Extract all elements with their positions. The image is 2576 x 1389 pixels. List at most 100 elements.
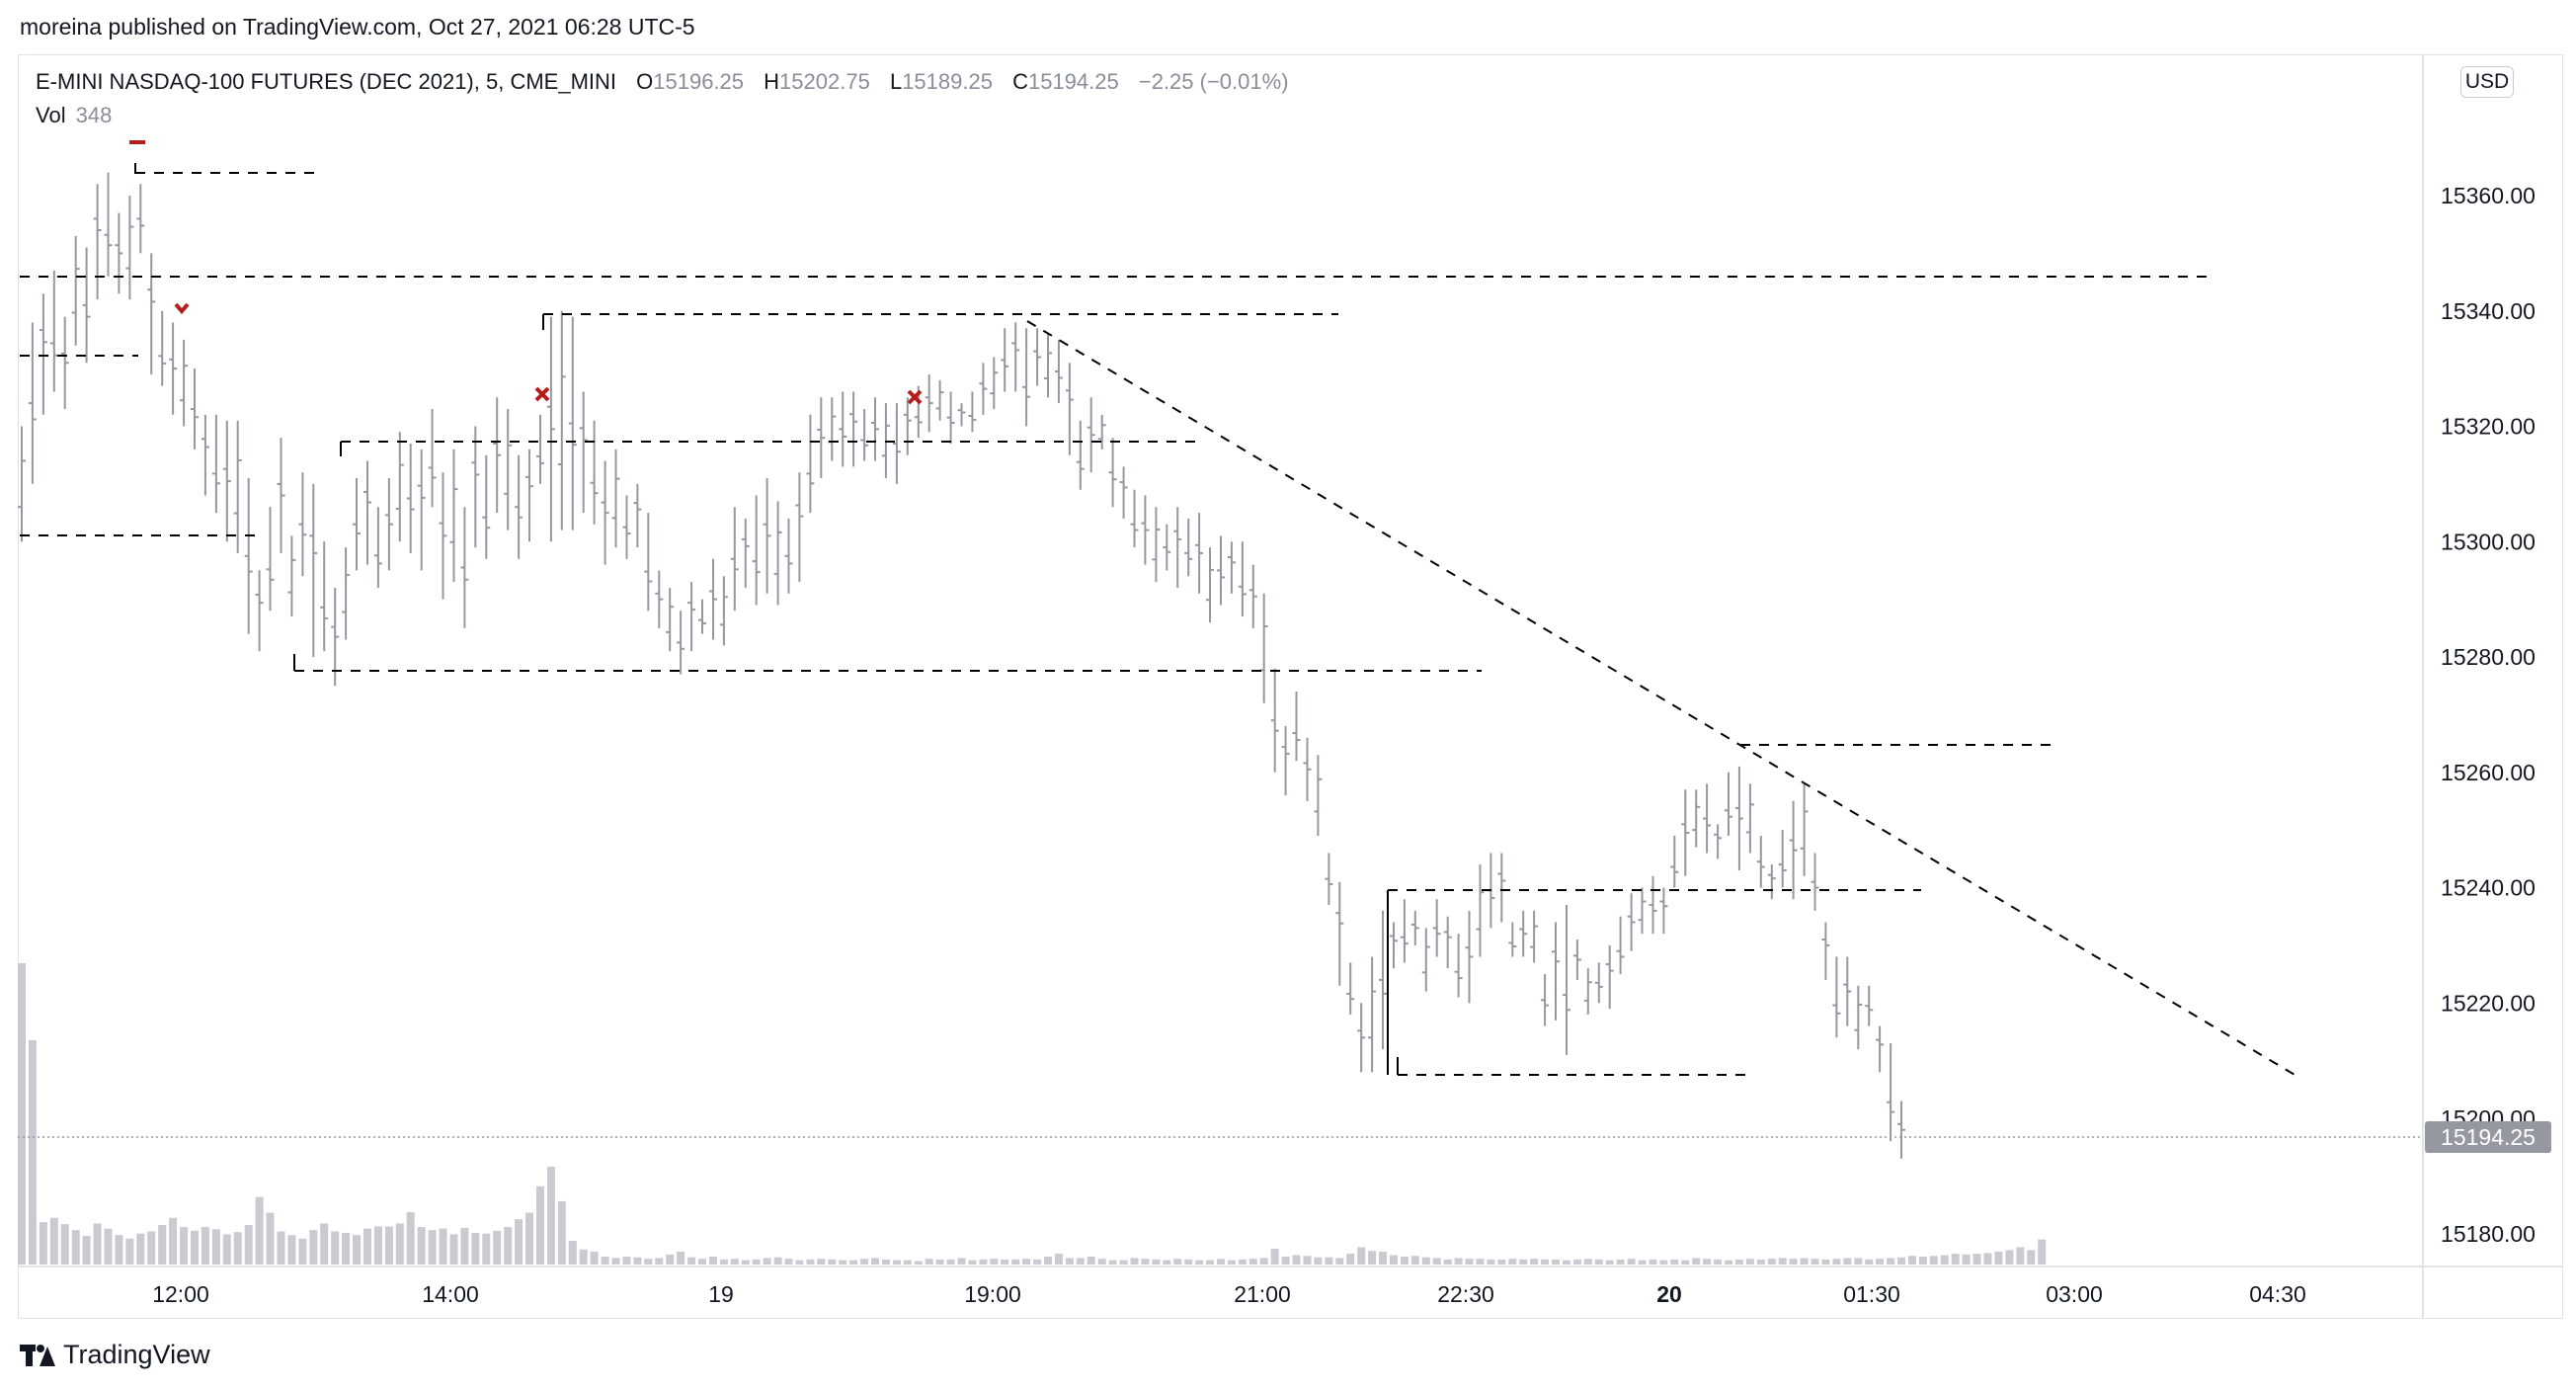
ohlc-bar — [763, 478, 771, 594]
ohlc-bar — [1033, 328, 1042, 386]
ohlc-bar — [28, 322, 37, 484]
ohlc-bar — [406, 444, 415, 553]
ohlc-bar — [460, 507, 469, 628]
ohlc-bars — [18, 172, 1905, 1159]
ohlc-bar — [1734, 766, 1743, 870]
volume-bar — [1962, 1254, 1971, 1265]
volume-bar — [1217, 1259, 1225, 1265]
marker-x — [534, 386, 550, 402]
volume-bar — [222, 1234, 231, 1265]
volume-bar — [1400, 1257, 1409, 1265]
volume-bar — [611, 1258, 620, 1265]
ohlc-bar — [39, 293, 47, 415]
volume-bar — [1163, 1260, 1171, 1265]
ohlc-bar — [1065, 363, 1074, 455]
ohlc-bar — [579, 391, 588, 514]
volume-bar — [1487, 1259, 1495, 1265]
volume-bar — [1887, 1258, 1895, 1265]
volume-label: Vol — [36, 103, 66, 127]
volume-bar — [28, 1039, 37, 1265]
volume-bar — [298, 1238, 307, 1265]
ohlc-bar — [1745, 783, 1754, 854]
volume-bar — [1443, 1259, 1452, 1265]
time-tick-label: 21:00 — [1234, 1281, 1291, 1307]
volume-bar — [82, 1235, 91, 1265]
ohlc-bar — [287, 535, 296, 617]
currency-button[interactable]: USD — [2460, 66, 2514, 98]
volume-bar — [677, 1251, 685, 1265]
ohlc-bar — [536, 414, 544, 484]
ohlc-bar — [277, 438, 285, 553]
volume-bar — [1206, 1260, 1214, 1265]
ohlc-bar — [1476, 864, 1485, 957]
volume-bar — [1248, 1259, 1257, 1265]
ohlc-bar — [1670, 836, 1679, 888]
time-tick-label: 20 — [1656, 1281, 1682, 1307]
ohlc-bar — [666, 588, 675, 652]
ohlc-bar — [353, 478, 361, 571]
volume-bar — [71, 1230, 80, 1265]
volume-bar — [191, 1230, 199, 1265]
ohlc-bar — [1108, 438, 1117, 508]
volume-bar — [417, 1227, 426, 1265]
ohlc-bar — [1163, 524, 1171, 571]
volume-bar — [763, 1258, 771, 1265]
ohlc-bar — [1572, 940, 1581, 980]
volume-bar — [1390, 1255, 1398, 1265]
volume-bar — [1421, 1257, 1430, 1265]
volume-bar — [460, 1227, 469, 1265]
ohlc-bar — [493, 397, 502, 514]
ohlc-bar — [342, 547, 351, 640]
volume-bar — [655, 1258, 664, 1265]
ohlc-bar — [892, 403, 901, 484]
volume-bar — [287, 1235, 296, 1265]
volume-bar — [828, 1259, 837, 1265]
ohlc-bar — [1681, 789, 1690, 876]
ohlc-bar — [1184, 518, 1193, 577]
ohlc-bar — [1076, 420, 1085, 490]
volume-bar — [1368, 1251, 1377, 1265]
price-tick-label: 15280.00 — [2441, 644, 2536, 670]
volume-bar — [1227, 1260, 1236, 1265]
volume-bar — [1832, 1259, 1841, 1265]
ohlc-bar — [1217, 535, 1225, 606]
time-tick-label: 14:00 — [422, 1281, 479, 1307]
ohlc-bar — [611, 449, 620, 548]
ohlc-bar — [1097, 414, 1106, 449]
ohlc-bar — [655, 570, 664, 628]
marker-x — [907, 389, 923, 405]
ohlc-bar — [1865, 985, 1874, 1026]
ohlc-bar — [298, 472, 307, 577]
volume-bar — [795, 1260, 804, 1265]
ohlc-bar — [1400, 899, 1409, 963]
ohlc-bar — [525, 449, 533, 542]
ohlc-bar — [590, 420, 599, 525]
ohlc-bar — [180, 339, 189, 427]
volume-bar — [644, 1259, 653, 1265]
tradingview-logo[interactable]: TradingView — [20, 1340, 210, 1370]
last-price-tag: 15194.25 — [2425, 1121, 2551, 1153]
ohlc-bar — [395, 432, 404, 542]
price-tick-label: 15340.00 — [2441, 298, 2536, 324]
ohlc-bar — [1044, 334, 1052, 398]
chart-frame — [18, 54, 2563, 1319]
volume-bar — [1281, 1257, 1290, 1265]
volume-bar — [1951, 1254, 1960, 1265]
ohlc-bar — [428, 409, 437, 508]
volume-bar — [925, 1259, 933, 1265]
volume-bar — [536, 1185, 544, 1265]
ohlc-bar — [1173, 507, 1182, 588]
ohlc-bar — [331, 588, 340, 687]
ohlc-bar — [568, 316, 577, 531]
ohlc-bar — [1259, 593, 1268, 703]
symbol-name[interactable]: E-MINI NASDAQ-100 FUTURES (DEC 2021), 5,… — [36, 69, 617, 94]
volume-bar — [709, 1257, 717, 1265]
ohlc-bar — [1832, 956, 1841, 1038]
ohlc-bar — [773, 501, 782, 606]
ohlc-bar — [125, 196, 134, 300]
volume-bar — [1152, 1259, 1161, 1265]
volume-bar — [1983, 1253, 1992, 1265]
volume-bar — [839, 1260, 847, 1265]
volume-bar — [136, 1233, 145, 1265]
